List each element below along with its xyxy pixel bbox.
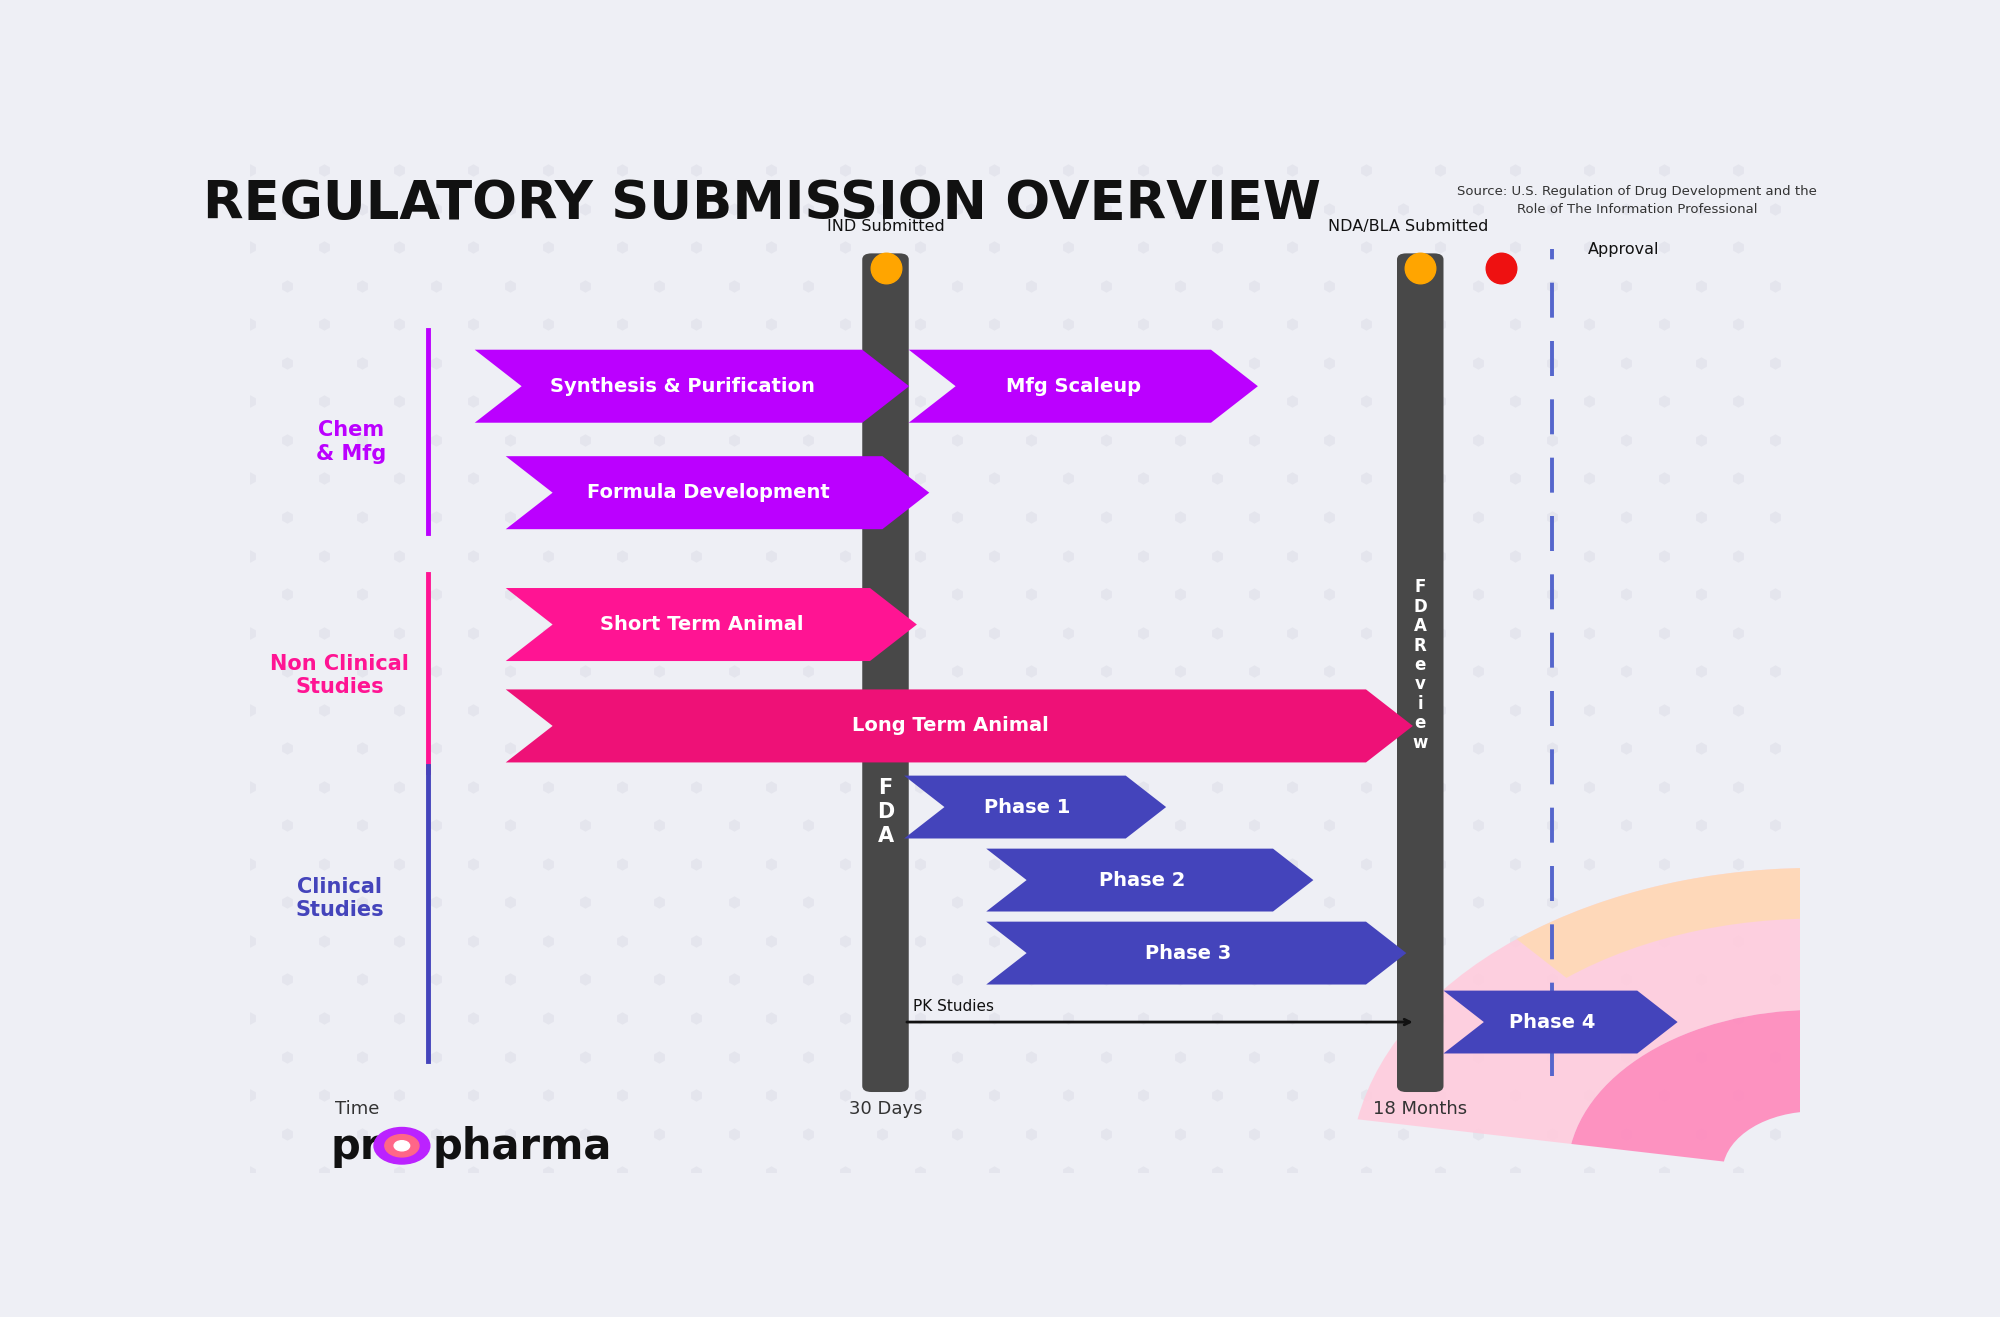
Polygon shape (904, 776, 1166, 839)
Text: Long Term Animal: Long Term Animal (852, 716, 1048, 735)
Text: Formula Development: Formula Development (586, 483, 830, 502)
Text: F
D
A
R
e
v
i
e
w: F D A R e v i e w (1412, 578, 1428, 752)
Text: Phase 4: Phase 4 (1510, 1013, 1596, 1031)
Wedge shape (1516, 868, 1856, 979)
Text: Phase 3: Phase 3 (1146, 943, 1232, 963)
Text: Phase 2: Phase 2 (1098, 871, 1184, 889)
Text: Mfg Scaleup: Mfg Scaleup (1006, 377, 1142, 395)
Circle shape (374, 1127, 430, 1164)
Polygon shape (506, 689, 1412, 763)
Polygon shape (506, 587, 916, 661)
Text: Phase 1: Phase 1 (984, 798, 1070, 817)
Polygon shape (506, 456, 930, 529)
Polygon shape (986, 848, 1314, 911)
Circle shape (384, 1135, 418, 1156)
Text: Source: U.S. Regulation of Drug Development and the
Role of The Information Prof: Source: U.S. Regulation of Drug Developm… (1458, 186, 1818, 216)
Text: REGULATORY SUBMISSION OVERVIEW: REGULATORY SUBMISSION OVERVIEW (202, 178, 1320, 229)
Text: 18 Months: 18 Months (1374, 1100, 1468, 1118)
Text: Clinical
Studies: Clinical Studies (296, 877, 384, 921)
Text: PK Studies: PK Studies (914, 998, 994, 1014)
Polygon shape (986, 922, 1406, 985)
Text: Non Clinical
Studies: Non Clinical Studies (270, 653, 410, 697)
Text: Chem
& Mfg: Chem & Mfg (316, 420, 386, 464)
Text: 30 Days: 30 Days (848, 1100, 922, 1118)
Text: IND Submitted: IND Submitted (826, 219, 944, 234)
Text: pr: pr (330, 1126, 380, 1168)
Wedge shape (1358, 868, 1856, 1144)
Text: Short Term Animal: Short Term Animal (600, 615, 804, 633)
Polygon shape (908, 350, 1258, 423)
Polygon shape (1444, 990, 1678, 1054)
Wedge shape (1572, 1010, 1838, 1162)
FancyBboxPatch shape (862, 253, 908, 1092)
Text: NDA/BLA Submitted: NDA/BLA Submitted (1328, 219, 1488, 234)
Circle shape (394, 1141, 410, 1151)
Text: Time: Time (336, 1100, 380, 1118)
Text: Synthesis & Purification: Synthesis & Purification (550, 377, 814, 395)
Text: pharma: pharma (432, 1126, 612, 1168)
FancyBboxPatch shape (1396, 253, 1444, 1092)
Polygon shape (474, 350, 910, 423)
Text: Approval: Approval (1588, 242, 1660, 257)
Text: F
D
A: F D A (876, 778, 894, 846)
